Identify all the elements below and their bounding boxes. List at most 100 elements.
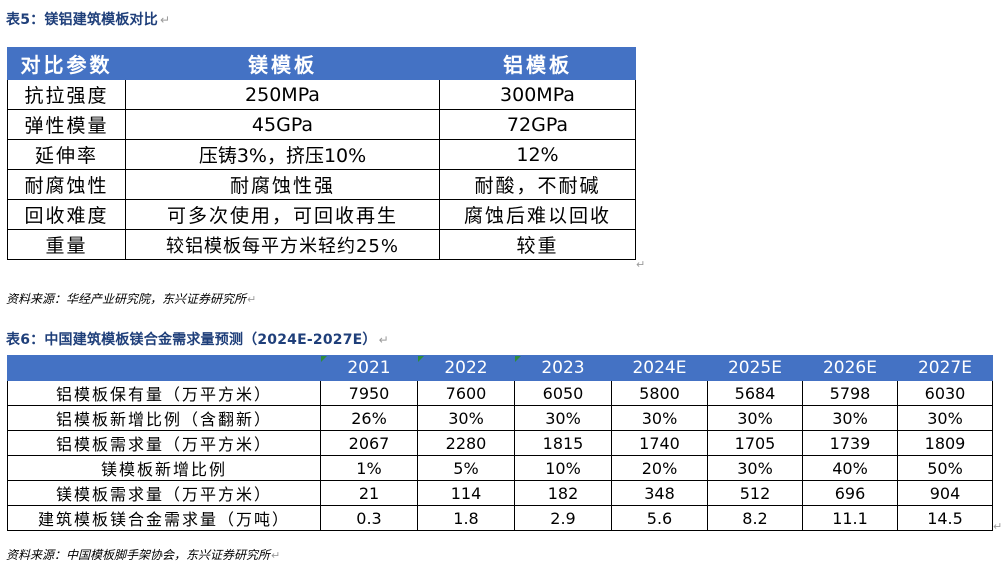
table5-source: 资料来源：华经产业研究院，东兴证券研究所↵	[6, 290, 256, 307]
header-cell-year: 2026E	[802, 355, 898, 381]
table-cell: 5800	[611, 380, 708, 406]
table-cell: 30%	[897, 405, 993, 431]
table6-caption: 表6：中国建筑模板镁合金需求量预测（2024E-2027E） ↵	[6, 329, 389, 349]
table-cell: 30%	[514, 405, 612, 431]
row-label: 镁模板新增比例	[7, 455, 321, 481]
table-header-row: 对比参数 镁模板 铝模板	[7, 47, 636, 80]
table-cell: 5684	[707, 380, 803, 406]
table-cell: 30%	[707, 455, 803, 481]
table-cell: 30%	[417, 405, 515, 431]
table5-caption: 表5：镁铝建筑模板对比 ↵	[6, 9, 170, 29]
table-cell: 50%	[897, 455, 993, 481]
header-cell-year: 2023	[514, 355, 612, 381]
table-cell: 72GPa	[439, 109, 636, 140]
table-cell: 114	[417, 480, 515, 506]
paragraph-mark-icon: ↵	[247, 293, 257, 306]
table6-source-text: 资料来源：中国模板脚手架协会，东兴证券研究所	[6, 548, 271, 562]
table-cell: 512	[707, 480, 803, 506]
table-cell: 1.8	[417, 505, 515, 531]
table-row: 铝模板需求量（万平方米） 2067 2280 1815 1740 1705 1739 1809	[7, 430, 993, 456]
table5-magnesium-aluminum-comparison: 对比参数 镁模板 铝模板 抗拉强度 250MPa 300MPa 弹性模量 45G…	[7, 47, 636, 260]
row-label: 耐腐蚀性	[7, 169, 126, 200]
table-cell: 5.6	[611, 505, 708, 531]
row-label: 回收难度	[7, 199, 126, 230]
table-cell: 耐酸，不耐碱	[439, 169, 636, 200]
table-row: 铝模板保有量（万平方米） 7950 7600 6050 5800 5684 5798 6030	[7, 380, 993, 406]
table-cell: 300MPa	[439, 79, 636, 110]
table-row: 铝模板新增比例（含翻新） 26% 30% 30% 30% 30% 30% 30%	[7, 405, 993, 431]
table-cell: 腐蚀后难以回收	[439, 199, 636, 230]
row-label: 铝模板保有量（万平方米）	[7, 380, 321, 406]
table-cell: 26%	[320, 405, 418, 431]
header-cell-year: 2027E	[897, 355, 993, 381]
table-cell: 1815	[514, 430, 612, 456]
table6-caption-text: 表6：中国建筑模板镁合金需求量预测（2024E-2027E）	[6, 332, 377, 348]
table-row: 抗拉强度 250MPa 300MPa	[7, 79, 636, 110]
table-cell: 45GPa	[125, 109, 440, 140]
table-cell: 696	[802, 480, 898, 506]
table-cell: 30%	[611, 405, 708, 431]
row-label: 镁模板需求量（万平方米）	[7, 480, 321, 506]
table-cell: 30%	[707, 405, 803, 431]
table-row: 回收难度 可多次使用，可回收再生 腐蚀后难以回收	[7, 199, 636, 230]
row-label: 建筑模板镁合金需求量（万吨）	[7, 505, 321, 531]
table-cell: 10%	[514, 455, 612, 481]
header-cell: 镁模板	[125, 47, 440, 80]
table-cell: 40%	[802, 455, 898, 481]
table-cell: 14.5	[897, 505, 993, 531]
table-cell: 5%	[417, 455, 515, 481]
table-cell: 250MPa	[125, 79, 440, 110]
table-cell: 7600	[417, 380, 515, 406]
paragraph-mark-icon: ↵	[636, 258, 646, 271]
table-cell: 8.2	[707, 505, 803, 531]
table-cell: 耐腐蚀性强	[125, 169, 440, 200]
table-row: 镁模板新增比例 1% 5% 10% 20% 30% 40% 50%	[7, 455, 993, 481]
table-cell: 0.3	[320, 505, 418, 531]
header-cell-year: 2021	[320, 355, 418, 381]
row-label: 重量	[7, 229, 126, 260]
table5-source-text: 资料来源：华经产业研究院，东兴证券研究所	[6, 292, 247, 306]
table-cell: 压铸3%，挤压10%	[125, 139, 440, 170]
table-row: 重量 较铝模板每平方米轻约25% 较重	[7, 229, 636, 260]
table-cell: 较重	[439, 229, 636, 260]
header-cell: 对比参数	[7, 47, 126, 80]
row-label: 延伸率	[7, 139, 126, 170]
table6-magnesium-demand-forecast: 2021 2022 2023 2024E 2025E 2026E 2027E 铝…	[7, 355, 993, 531]
row-label: 铝模板需求量（万平方米）	[7, 430, 321, 456]
table-header-row: 2021 2022 2023 2024E 2025E 2026E 2027E	[7, 355, 993, 381]
header-cell: 铝模板	[439, 47, 636, 80]
table-cell: 348	[611, 480, 708, 506]
table-row: 弹性模量 45GPa 72GPa	[7, 109, 636, 140]
table-cell: 较铝模板每平方米轻约25%	[125, 229, 440, 260]
paragraph-mark-icon: ↵	[993, 520, 1003, 533]
table-cell: 6030	[897, 380, 993, 406]
table-cell: 21	[320, 480, 418, 506]
table-cell: 904	[897, 480, 993, 506]
table-row: 延伸率 压铸3%，挤压10% 12%	[7, 139, 636, 170]
table-cell: 1809	[897, 430, 993, 456]
header-cell-year: 2022	[417, 355, 515, 381]
table-cell: 30%	[802, 405, 898, 431]
row-label: 弹性模量	[7, 109, 126, 140]
table5-caption-text: 表5：镁铝建筑模板对比	[6, 12, 158, 28]
table-cell: 7950	[320, 380, 418, 406]
table-row: 镁模板需求量（万平方米） 21 114 182 348 512 696 904	[7, 480, 993, 506]
table-cell: 11.1	[802, 505, 898, 531]
paragraph-mark-icon: ↵	[159, 13, 171, 27]
table-cell: 5798	[802, 380, 898, 406]
table-cell: 6050	[514, 380, 612, 406]
header-cell-year: 2025E	[707, 355, 803, 381]
table-cell: 2067	[320, 430, 418, 456]
table-cell: 1739	[802, 430, 898, 456]
paragraph-mark-icon: ↵	[378, 333, 389, 347]
table-cell: 12%	[439, 139, 636, 170]
table-row: 建筑模板镁合金需求量（万吨） 0.3 1.8 2.9 5.6 8.2 11.1 14.5	[7, 505, 993, 531]
table6-source: 资料来源：中国模板脚手架协会，东兴证券研究所↵	[6, 546, 280, 563]
row-label: 抗拉强度	[7, 79, 126, 110]
table-cell: 20%	[611, 455, 708, 481]
paragraph-mark-icon: ↵	[271, 549, 281, 562]
table-row: 耐腐蚀性 耐腐蚀性强 耐酸，不耐碱	[7, 169, 636, 200]
table-cell: 1740	[611, 430, 708, 456]
header-cell-year: 2024E	[611, 355, 708, 381]
table-cell: 可多次使用，可回收再生	[125, 199, 440, 230]
